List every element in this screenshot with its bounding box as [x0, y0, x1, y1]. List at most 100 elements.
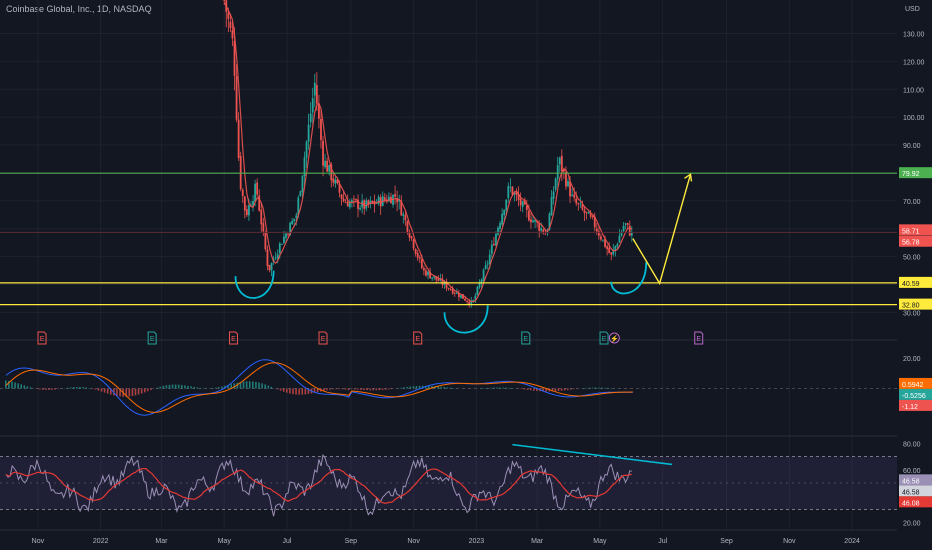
macd-histogram-bar — [295, 388, 297, 395]
macd-histogram-bar — [499, 387, 501, 389]
earnings-marker-icon[interactable] — [599, 331, 609, 345]
earnings-marker-icon[interactable] — [228, 331, 238, 345]
projection-arrow[interactable] — [632, 174, 692, 286]
candle-body — [394, 194, 396, 197]
macd-histogram-bar — [545, 388, 547, 392]
news-marker-icon[interactable] — [608, 332, 620, 344]
candle-body — [624, 223, 627, 225]
macd-histogram-bar — [103, 388, 106, 393]
candle-body — [540, 228, 543, 231]
close-price-tag-bg — [899, 235, 932, 247]
candle-body — [464, 298, 466, 301]
candle-body — [379, 197, 382, 207]
candle-body — [285, 233, 287, 239]
candle-body — [577, 203, 580, 205]
macd-histogram-bar — [551, 388, 554, 392]
macd-histogram-bar — [72, 387, 75, 389]
earnings-marker-icon[interactable] — [413, 331, 423, 345]
macd-histogram-bar — [218, 387, 220, 389]
earnings-marker-icon[interactable] — [694, 331, 704, 345]
candle-body — [408, 233, 411, 238]
candle-body — [283, 236, 285, 244]
rsi-value-tag-bg — [899, 496, 932, 508]
level-price-tag-bg — [899, 167, 932, 179]
cyan-arc-drawing[interactable] — [443, 305, 489, 334]
macd-histogram-bar — [489, 387, 492, 389]
macd-histogram-bar — [523, 388, 526, 390]
macd-histogram-bar — [440, 386, 442, 389]
event-marker-label: E — [150, 336, 155, 343]
candle-body — [307, 124, 310, 142]
earnings-marker-icon[interactable] — [37, 331, 47, 345]
macd-histogram-bar — [412, 386, 415, 389]
macd-histogram-bar — [199, 387, 202, 389]
macd-histogram-bar — [51, 388, 53, 390]
level-price-tag-bg — [899, 298, 932, 310]
candle-body — [608, 247, 611, 253]
earnings-marker-icon[interactable] — [318, 331, 328, 345]
candle-body — [468, 301, 471, 305]
candle-body — [503, 210, 506, 216]
macd-histogram-bar — [332, 388, 334, 390]
candle-body — [548, 213, 551, 230]
event-marker-label: E — [523, 336, 528, 343]
candle-body — [437, 279, 440, 282]
macd-histogram-bar — [184, 385, 186, 389]
macd-histogram-bar — [298, 388, 300, 395]
candle-body — [340, 194, 343, 199]
candle-body — [344, 202, 347, 204]
candle-body — [243, 196, 246, 211]
earnings-marker-icon[interactable] — [521, 331, 531, 345]
candle-body — [348, 201, 351, 208]
macd-histogram-bar — [384, 388, 387, 390]
macd-histogram-bar — [282, 388, 285, 392]
macd-histogram-bar — [140, 388, 143, 394]
macd-histogram-bar — [147, 388, 149, 392]
macd-histogram-bar — [119, 388, 121, 397]
macd-histogram-bar — [20, 384, 23, 389]
rsi-value-tag-bg — [899, 474, 932, 486]
level-price-tag: 79.92 — [902, 171, 920, 178]
macd-histogram-bar — [597, 387, 600, 389]
candle-body — [497, 227, 499, 235]
earnings-marker-icon[interactable] — [147, 331, 157, 345]
candle-body — [342, 198, 345, 202]
candle-body — [550, 197, 553, 216]
candle-body — [579, 203, 582, 205]
candle-body — [276, 254, 279, 259]
candle-body — [309, 113, 312, 123]
candle-body — [252, 200, 254, 206]
candle-body — [295, 215, 298, 218]
candle-body — [486, 263, 489, 265]
macd-histogram-bar — [567, 388, 569, 390]
rsi-value-tag: 46.58 — [902, 478, 920, 485]
candle-body — [332, 178, 335, 183]
macd-tick-label: 20.00 — [903, 356, 921, 363]
macd-signal-line — [5, 362, 633, 413]
cyan-arc-drawing[interactable] — [234, 270, 275, 299]
candle-body — [241, 189, 244, 197]
candle-body — [320, 118, 322, 141]
price-tick-label: 100.00 — [903, 115, 925, 122]
macd-histogram-bar — [264, 384, 266, 389]
macd-histogram-bar — [97, 388, 100, 391]
candle-body — [367, 200, 370, 205]
cyan-arc-drawing[interactable] — [610, 262, 648, 295]
macd-histogram-bar — [150, 388, 152, 390]
candle-body — [620, 231, 623, 236]
candle-body — [278, 243, 281, 254]
event-marker-label: E — [602, 336, 607, 343]
rsi-trendline[interactable] — [512, 443, 673, 466]
candle-body — [589, 213, 592, 217]
macd-value-tag: -1.12 — [902, 404, 918, 411]
time-tick-label: 2023 — [469, 538, 485, 545]
macd-value-tag-bg — [899, 388, 932, 400]
event-marker-label: E — [40, 336, 45, 343]
macd-histogram-bar — [400, 387, 402, 389]
candle-body — [318, 104, 320, 119]
candle-body — [544, 233, 547, 235]
macd-histogram-bar — [233, 383, 236, 389]
price-axis[interactable] — [897, 0, 932, 550]
